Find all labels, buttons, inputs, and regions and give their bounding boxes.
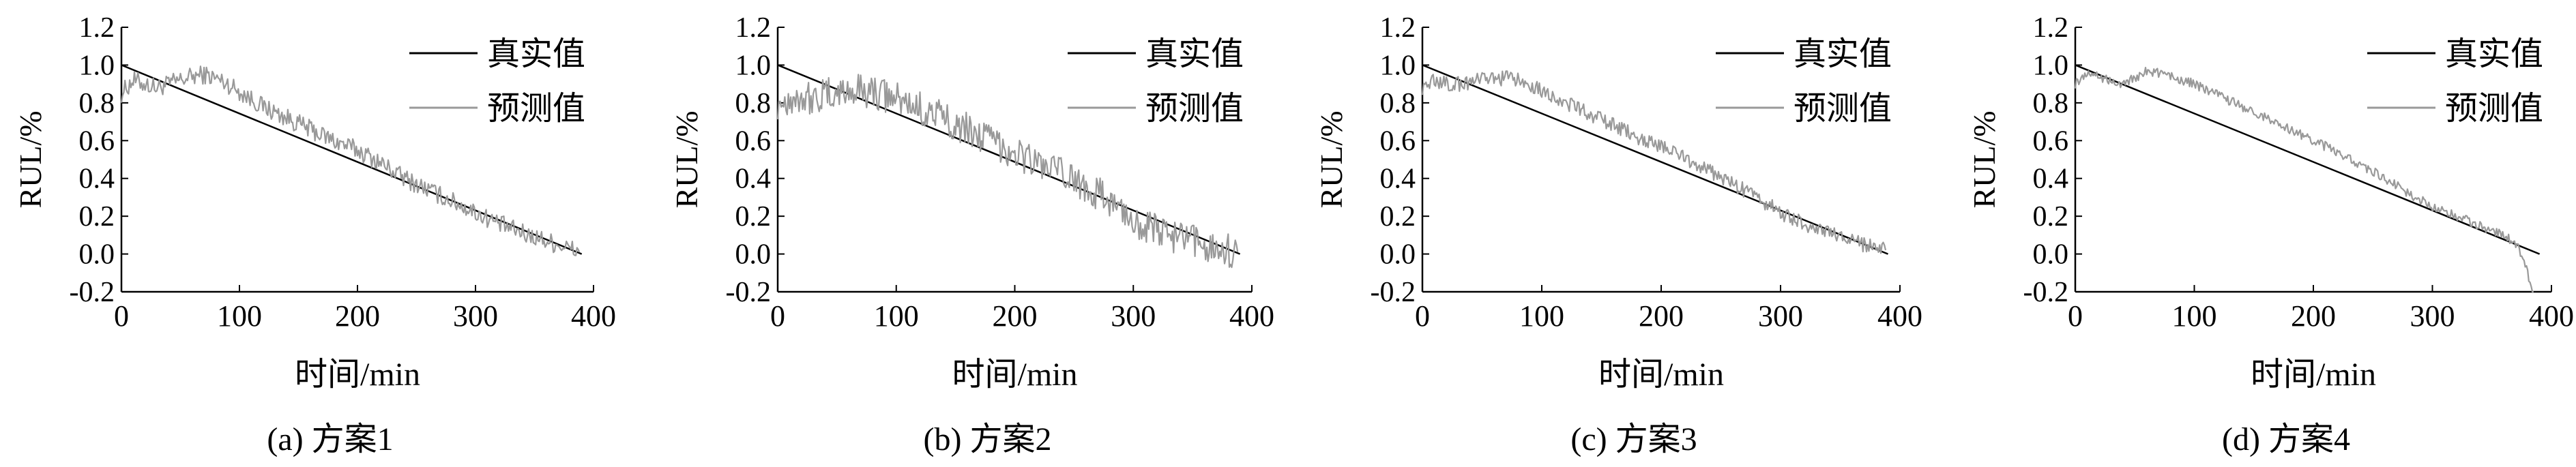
y-tick-label: 0.4 (79, 164, 115, 195)
panel-caption: (c) 方案3 (1570, 421, 1697, 457)
x-tick-label: 0 (114, 299, 129, 333)
y-axis-label: RUL/% (13, 110, 48, 208)
x-tick-label: 400 (1229, 299, 1274, 333)
x-axis-label: 时间/min (295, 357, 420, 393)
chart-panel-1: -0.2 0.0 0.2 0.4 0.6 0.8 1.0 1.2 0 100 200 300 400 RU… (13, 12, 616, 457)
y-tick-label: 0.8 (2033, 88, 2069, 119)
x-tick-label: 100 (1519, 299, 1564, 333)
legend-label: 预测值 (2445, 91, 2543, 127)
x-tick-label: 400 (571, 299, 616, 333)
y-tick-label: -0.2 (70, 277, 115, 308)
chart-panel-4: -0.2 0.0 0.2 0.4 0.6 0.8 1.0 1.2 0 100 200 300 400 RU… (1967, 12, 2574, 457)
y-tick-label: 0.0 (79, 239, 115, 271)
y-tick-label: 0.2 (79, 201, 115, 232)
y-tick-label: 1.2 (735, 12, 772, 44)
y-tick-label: 0.6 (79, 125, 115, 157)
y-tick-label: 0.2 (2033, 201, 2069, 232)
y-tick-label: 0.2 (735, 201, 772, 232)
legend-label: 预测值 (487, 91, 585, 127)
series-line-predicted-value (120, 65, 581, 256)
panel-caption: (b) 方案2 (924, 421, 1052, 457)
y-tick-label: 0.2 (1380, 201, 1416, 232)
x-axis-label: 时间/min (1598, 357, 1724, 393)
x-tick-label: 300 (1111, 299, 1156, 333)
series-line-true-value (2075, 64, 2541, 255)
x-tick-label: 100 (874, 299, 919, 333)
x-tick-label: 300 (453, 299, 498, 333)
panel-caption: (a) 方案1 (267, 421, 393, 457)
x-tick-label: 100 (217, 299, 262, 333)
x-tick-label: 400 (1877, 299, 1922, 333)
y-tick-label: 1.2 (2033, 12, 2069, 44)
y-tick-label: 0.4 (2033, 164, 2069, 195)
x-tick-label: 400 (2529, 299, 2574, 333)
panel-caption: (d) 方案4 (2222, 421, 2350, 457)
series-line-predicted-value (1421, 70, 1887, 254)
y-tick-label: 0.8 (1380, 88, 1416, 119)
y-tick-label: 0.6 (1380, 125, 1416, 157)
legend-label: 预测值 (1145, 91, 1244, 127)
x-tick-label: 300 (1758, 299, 1803, 333)
y-tick-label: 0.0 (735, 239, 772, 271)
y-tick-label: 0.0 (1380, 239, 1416, 271)
y-axis-label: RUL/% (669, 110, 704, 208)
x-tick-label: 300 (2410, 299, 2455, 333)
y-tick-label: 0.8 (735, 88, 772, 119)
y-tick-label: 1.2 (1380, 12, 1416, 44)
legend-label: 真实值 (2445, 36, 2543, 72)
x-tick-label: 0 (1415, 299, 1430, 333)
legend-label: 真实值 (1794, 36, 1892, 72)
x-tick-label: 0 (770, 299, 785, 333)
y-tick-label: 0.6 (2033, 125, 2069, 157)
y-tick-label: 0.4 (735, 164, 772, 195)
y-tick-label: 0.6 (735, 125, 772, 157)
x-tick-label: 0 (2068, 299, 2083, 333)
series-line-predicted-value (776, 74, 1239, 269)
y-tick-label: 1.2 (79, 12, 115, 44)
y-tick-label: 1.0 (2033, 50, 2069, 81)
y-axis-label: RUL/% (1967, 110, 2002, 208)
x-tick-label: 200 (2291, 299, 2336, 333)
y-tick-label: 1.0 (79, 50, 115, 81)
y-tick-label: 0.8 (79, 88, 115, 119)
chart-panel-2: -0.2 0.0 0.2 0.4 0.6 0.8 1.0 1.2 0 100 200 300 400 RU… (669, 12, 1274, 457)
x-tick-label: 200 (335, 299, 380, 333)
y-tick-label: -0.2 (726, 277, 772, 308)
legend-label: 预测值 (1794, 91, 1892, 127)
y-tick-label: -0.2 (1371, 277, 1416, 308)
x-tick-label: 200 (1639, 299, 1684, 333)
x-axis-label: 时间/min (952, 357, 1077, 393)
legend-label: 真实值 (487, 36, 585, 72)
y-axis-label: RUL/% (1314, 110, 1349, 208)
x-tick-label: 100 (2172, 299, 2217, 333)
y-tick-label: 0.0 (2033, 239, 2069, 271)
x-tick-label: 200 (993, 299, 1038, 333)
series-line-true-value (1422, 64, 1888, 255)
legend-label: 真实值 (1145, 36, 1244, 72)
y-tick-label: 0.4 (1380, 164, 1416, 195)
chart-panel-3: -0.2 0.0 0.2 0.4 0.6 0.8 1.0 1.2 0 100 200 300 400 RU… (1314, 12, 1922, 457)
series-line-predicted-value (2074, 67, 2534, 293)
x-axis-label: 时间/min (2251, 357, 2376, 393)
y-tick-label: 1.0 (1380, 50, 1416, 81)
y-tick-label: -0.2 (2023, 277, 2069, 308)
y-tick-label: 1.0 (735, 50, 772, 81)
